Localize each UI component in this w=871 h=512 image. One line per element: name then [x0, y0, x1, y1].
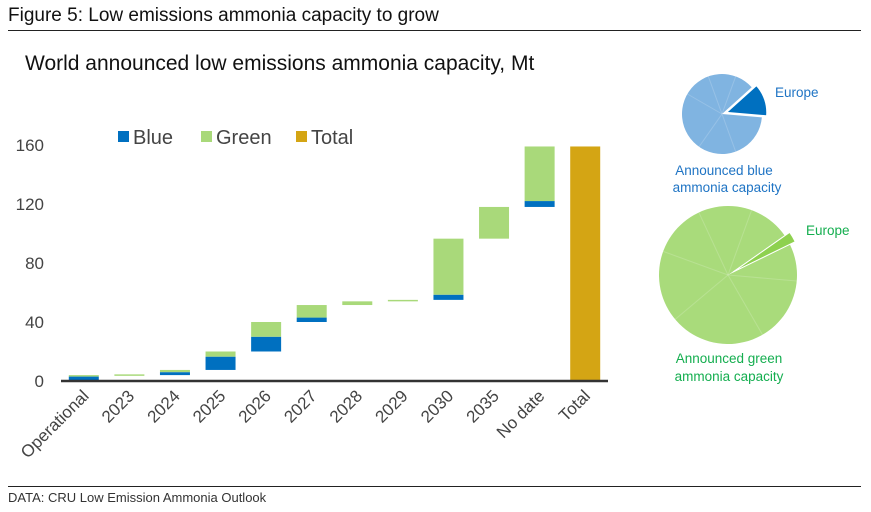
- x-tick-label: No date: [493, 386, 549, 442]
- bar-blue-operational: [68, 376, 99, 381]
- y-axis-ticks: 0 40 80 120 160: [16, 136, 44, 391]
- legend-label-blue: Blue: [133, 127, 173, 149]
- bar-green-2028: [342, 301, 373, 306]
- legend-swatch-total: [296, 131, 307, 142]
- pie-segment-divider: [698, 212, 729, 276]
- bar-green-operational: [68, 375, 99, 377]
- legend-swatch-blue: [118, 131, 129, 142]
- y-tick-label: 120: [16, 195, 44, 214]
- bar-green-2027: [296, 305, 327, 318]
- bottom-divider: [8, 486, 861, 487]
- pie-segment-divider: [727, 274, 763, 336]
- x-axis-labels: Operational 2023 2024 2025 2026 2027 2028 2029 2…: [17, 386, 594, 462]
- pie-blue-caption-line1: Announced blue: [675, 163, 773, 178]
- x-tick-label: 2024: [144, 386, 184, 426]
- chart-title: World announced low emissions ammonia ca…: [25, 52, 535, 75]
- bars: [68, 146, 601, 381]
- bar-green-2024: [159, 369, 190, 373]
- pie-green-caption-line1: Announced green: [676, 351, 783, 366]
- x-tick-label: 2029: [372, 386, 412, 426]
- bar-green-2030: [433, 238, 464, 295]
- legend: Blue Green Total: [118, 127, 353, 149]
- top-divider: [8, 30, 861, 31]
- pie-blue-ammonia: [682, 74, 768, 155]
- bar-green-2026: [251, 322, 282, 337]
- x-tick-label: 2030: [417, 386, 457, 426]
- pie-segment-divider: [721, 113, 737, 152]
- bar-green-2029: [387, 299, 418, 302]
- pie-labels: Europe Announced blue ammonia capacity E…: [673, 85, 850, 384]
- pie-segment-divider: [707, 76, 723, 115]
- y-tick-label: 0: [35, 372, 44, 391]
- bar-blue-2027: [296, 317, 327, 322]
- pie-segment-divider: [687, 93, 723, 115]
- x-tick-label: 2027: [280, 386, 320, 426]
- y-tick-label: 40: [25, 313, 44, 332]
- bar-blue-2024: [159, 372, 190, 376]
- pie-green-europe-label: Europe: [806, 223, 850, 238]
- legend-label-total: Total: [311, 127, 353, 149]
- source-note: DATA: CRU Low Emission Ammonia Outlook: [8, 490, 267, 505]
- pie-slice-europe: [725, 84, 768, 117]
- bar-green-2035: [479, 206, 510, 239]
- pie-segment-divider: [727, 209, 753, 276]
- bar-green-2025: [205, 351, 236, 357]
- pie-slice-europe: [732, 231, 796, 273]
- pie-green-ammonia: [659, 206, 798, 345]
- pie-slice-rest-of-world: [659, 206, 798, 345]
- bar-blue-no-date: [524, 201, 555, 207]
- pie-blue-caption-line2: ammonia capacity: [673, 180, 782, 195]
- legend-label-green: Green: [216, 127, 272, 149]
- x-tick-label: 2026: [235, 386, 275, 426]
- pie-segment-divider: [727, 274, 797, 282]
- bar-blue-2025: [205, 356, 236, 370]
- x-tick-label: Total: [555, 386, 594, 425]
- x-tick-label: 2028: [326, 386, 366, 426]
- pie-green-caption-line2: ammonia capacity: [675, 369, 784, 384]
- pie-segment-divider: [662, 250, 729, 276]
- pie-blue-europe-label: Europe: [775, 85, 819, 100]
- legend-swatch-green: [201, 131, 212, 142]
- x-tick-label: 2025: [189, 386, 229, 426]
- x-tick-label: Operational: [17, 386, 93, 462]
- pie-segment-divider: [698, 113, 723, 148]
- pie-slice-rest-of-world: [682, 74, 762, 155]
- x-tick-label: 2035: [463, 386, 503, 426]
- pie-segment-divider: [674, 274, 729, 320]
- bar-blue-2026: [251, 336, 282, 352]
- bar-green-2023: [114, 374, 145, 376]
- figure-title: Figure 5: Low emissions ammonia capacity…: [8, 5, 439, 26]
- bar-blue-2030: [433, 294, 464, 300]
- y-tick-label: 160: [16, 136, 44, 155]
- x-tick-label: 2023: [98, 386, 138, 426]
- bar-total-total: [570, 146, 601, 381]
- pie-segment-divider: [721, 76, 737, 115]
- bar-green-no-date: [524, 146, 555, 202]
- y-tick-label: 80: [25, 254, 44, 273]
